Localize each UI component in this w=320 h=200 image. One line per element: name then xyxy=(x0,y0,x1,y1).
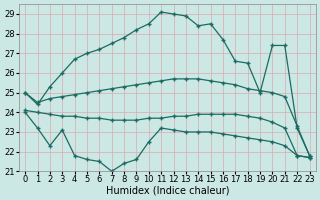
X-axis label: Humidex (Indice chaleur): Humidex (Indice chaleur) xyxy=(106,186,229,196)
